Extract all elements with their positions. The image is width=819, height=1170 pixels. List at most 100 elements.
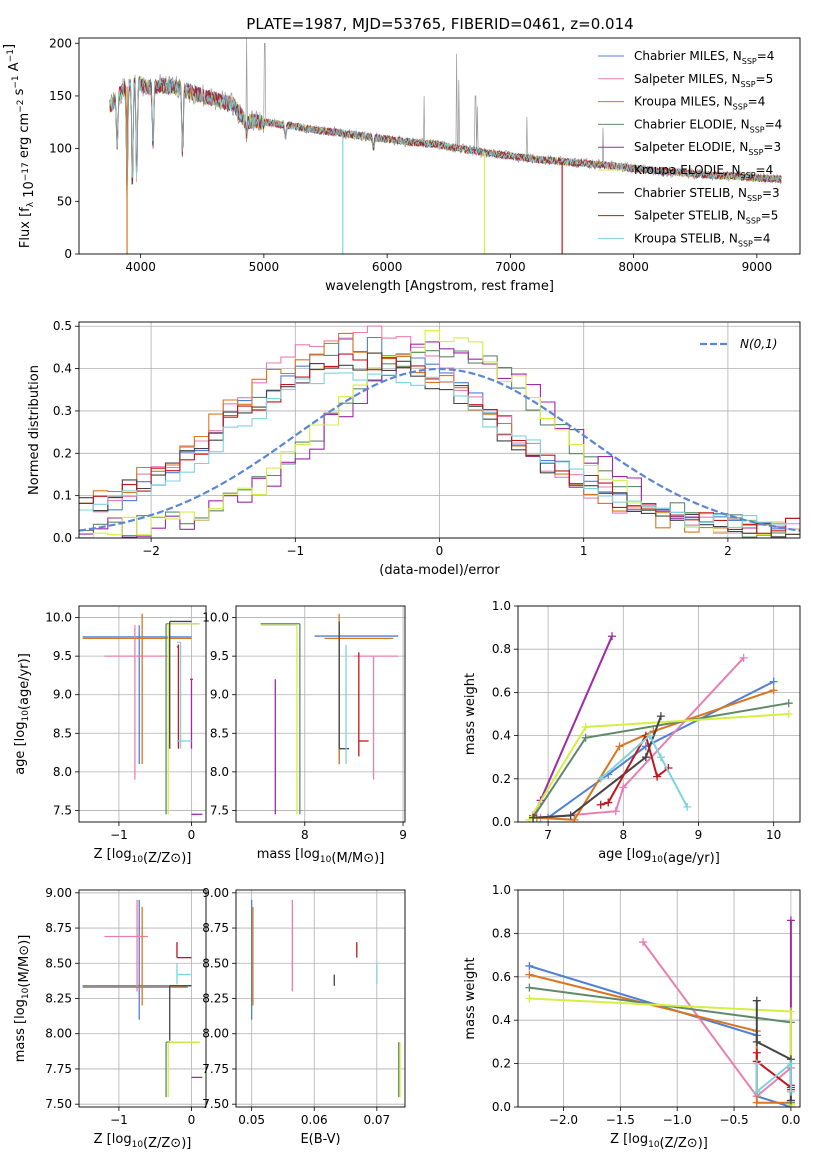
- mass-weight-vs-metallicity-panel: −2.0 −1.5 −1.0 −0.5 0.0 0.0 0.2 0.4 0.6 0.8 1.0 Z […: [463, 883, 800, 1151]
- mass-weight-marker: [752, 996, 761, 1005]
- y-axis-label: mass weight: [463, 957, 478, 1039]
- label-fragment: SSP: [747, 194, 762, 203]
- x-tick-label: 0.0: [781, 1113, 800, 1127]
- y-tick-label: 1.0: [492, 599, 511, 613]
- y-tick-label: 8.00: [45, 1027, 72, 1041]
- mass-weight-marker: [529, 813, 538, 822]
- mass-weight-marker: [615, 742, 624, 751]
- y-tick-label: 8.5: [53, 726, 72, 740]
- y-tick-label: 7.75: [45, 1062, 72, 1076]
- label-fragment: SSP: [741, 80, 756, 89]
- label-fragment: 10: [320, 855, 332, 865]
- mass-weight-marker: [645, 731, 654, 740]
- mass-weight-marker: [786, 1096, 795, 1105]
- x-axis-label: E(B-V): [300, 1132, 340, 1147]
- x-tick-label: −0.5: [719, 1113, 748, 1127]
- plot-area: [79, 325, 800, 538]
- label-fragment: log: [13, 999, 28, 1019]
- label-fragment: SSP: [733, 103, 748, 112]
- plot-area: [82, 899, 203, 1098]
- label-fragment: 10: [22, 181, 37, 202]
- model-spectrum-line: [109, 76, 782, 196]
- mass-weight-marker: [769, 677, 778, 686]
- x-tick-label: −2: [142, 544, 160, 558]
- mass-weight-marker: [653, 772, 662, 781]
- mass-weight-marker: [769, 686, 778, 695]
- mass-weight-marker: [570, 815, 579, 822]
- mass-weight-marker: [786, 1087, 795, 1096]
- label-fragment: SSP: [748, 148, 763, 157]
- residual-histogram-step: [79, 352, 800, 538]
- plot-area: [525, 916, 795, 1107]
- y-tick-label: 10.0: [202, 611, 229, 625]
- label-fragment: =3: [763, 140, 781, 154]
- label-fragment: SSP: [738, 239, 753, 248]
- legend-entry: Chabrier ELODIE, NSSP=4: [634, 117, 782, 134]
- x-axis-label: Z [log10(Z/Z⊙)]: [94, 1132, 192, 1151]
- label-fragment: (data-model)/error: [379, 563, 500, 578]
- mass-weight-line: [532, 715, 662, 819]
- y-axis-label: age [log10(age/yr)]: [13, 653, 32, 775]
- label-fragment: log: [13, 722, 28, 742]
- mass-weight-marker: [752, 1048, 761, 1057]
- x-tick-label: 8000: [618, 260, 649, 274]
- legend-entry: N(0,1): [740, 337, 777, 351]
- y-tick-label: 0.5: [53, 319, 72, 333]
- y-tick-label: 0.2: [53, 446, 72, 460]
- label-fragment: log: [632, 847, 652, 862]
- label-fragment: A: [7, 62, 22, 75]
- mass-weight-marker: [786, 1007, 795, 1016]
- label-fragment: s: [12, 88, 27, 99]
- label-fragment: (Z/Z⊙)]: [143, 851, 191, 866]
- x-tick-label: 0.07: [363, 1113, 390, 1127]
- x-tick-label: 0: [188, 1113, 196, 1127]
- plot-area: [260, 613, 399, 815]
- x-tick-label: 7000: [495, 260, 526, 274]
- label-fragment: mass [: [13, 1019, 28, 1062]
- label-fragment: Salpeter STELIB, N: [634, 209, 746, 223]
- age-vs-mass-panel: 8 9 7.5 8.0 8.5 9.0 9.5 10.0 mass [log10(M/M⊙)]: [202, 605, 407, 866]
- x-tick-label: 2: [724, 544, 732, 558]
- label-fragment: (Z/Z⊙)]: [143, 1136, 191, 1151]
- plot-area: [525, 632, 793, 822]
- mass-weight-marker: [566, 811, 575, 820]
- y-tick-label: 0.0: [53, 531, 72, 545]
- y-tick-label: 7.5: [53, 803, 72, 817]
- mass-weight-marker: [656, 753, 665, 762]
- label-fragment: Z [: [610, 1132, 628, 1147]
- y-tick-label: 7.50: [45, 1097, 72, 1111]
- x-tick-label: 0: [436, 544, 444, 558]
- label-fragment: (M/M⊙)]: [17, 935, 32, 988]
- y-tick-label: 0.6: [492, 970, 511, 984]
- label-fragment: Chabrier MILES, N: [634, 49, 742, 63]
- x-tick-label: −1.5: [606, 1113, 635, 1127]
- mass-weight-marker: [786, 1059, 795, 1068]
- label-fragment: erg cm: [17, 113, 32, 162]
- x-tick-label: 10: [766, 828, 781, 842]
- y-tick-label: 8.0: [210, 765, 229, 779]
- label-fragment: Z [: [94, 847, 112, 862]
- y-tick-label: 8.0: [53, 765, 72, 779]
- axes-frame: [517, 605, 801, 823]
- mass-weight-line: [547, 680, 775, 819]
- label-fragment: SSP: [750, 125, 765, 134]
- y-tick-label: 1.0: [492, 883, 511, 897]
- label-fragment: =4: [753, 231, 771, 245]
- x-tick-label: 9000: [742, 260, 773, 274]
- label-fragment: 10: [132, 855, 144, 865]
- mass-weight-marker: [525, 970, 534, 979]
- y-tick-label: 0.2: [492, 772, 511, 786]
- label-fragment: mass [: [257, 847, 300, 862]
- x-axis-label: mass [log10(M/M⊙)]: [257, 847, 385, 866]
- figure-title: PLATE=1987, MJD=53765, FIBERID=0461, z=0…: [246, 15, 633, 33]
- label-fragment: Salpeter MILES, N: [634, 72, 741, 86]
- mass-weight-marker: [525, 961, 534, 970]
- label-fragment: =4: [756, 163, 774, 177]
- x-axis-label: Z [log10(Z/Z⊙)]: [610, 1132, 708, 1151]
- mass-weight-marker: [641, 753, 650, 762]
- y-tick-label: 8.50: [202, 956, 229, 970]
- mass-weight-marker: [752, 1098, 761, 1107]
- residual-histogram-step: [79, 350, 800, 538]
- y-tick-label: 0.3: [53, 404, 72, 418]
